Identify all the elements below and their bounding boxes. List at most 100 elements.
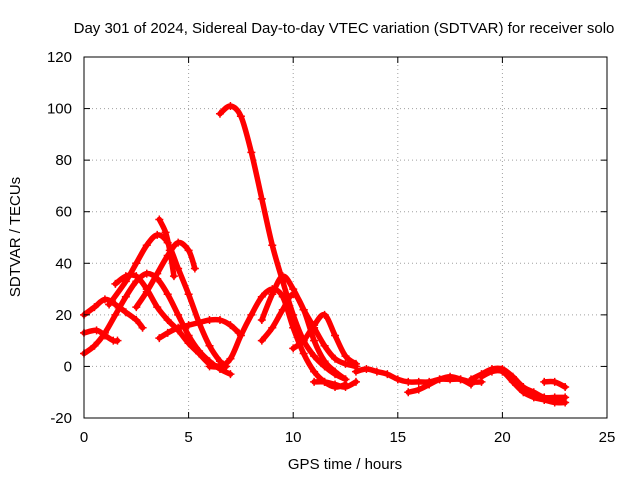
data-point (331, 367, 340, 376)
data-point (195, 349, 204, 358)
data-point (414, 377, 423, 386)
series-track-14 (310, 377, 360, 392)
data-point (153, 230, 162, 239)
data-point (184, 339, 193, 348)
data-point (278, 305, 287, 314)
data-point (508, 377, 517, 386)
data-point (529, 393, 538, 402)
data-point (331, 331, 340, 340)
series-track-12 (257, 290, 350, 384)
data-point (404, 377, 413, 386)
y-tick-label: 40 (55, 255, 72, 272)
data-point (393, 375, 402, 384)
data-point (121, 292, 130, 301)
data-point (320, 310, 329, 319)
data-point (289, 344, 298, 353)
data-point (519, 388, 528, 397)
data-point (100, 295, 109, 304)
x-axis-label: GPS time / hours (288, 456, 402, 473)
data-point (446, 372, 455, 381)
data-point (90, 303, 99, 312)
series-track-18 (477, 367, 570, 407)
data-point (257, 316, 266, 325)
data-point (215, 109, 224, 118)
data-point (425, 380, 434, 389)
data-point (205, 341, 214, 350)
data-point (226, 101, 235, 110)
data-series (80, 101, 570, 407)
data-point (132, 303, 141, 312)
data-point (247, 310, 256, 319)
data-point (155, 215, 164, 224)
data-point (467, 375, 476, 384)
data-point (236, 112, 245, 121)
data-point (153, 303, 162, 312)
y-tick-label: 60 (55, 204, 72, 221)
x-tick-label: 10 (285, 429, 302, 446)
data-point (299, 305, 308, 314)
data-point (561, 398, 570, 407)
x-tick-label: 20 (494, 429, 511, 446)
data-point (257, 336, 266, 345)
data-point (404, 388, 413, 397)
data-point (138, 323, 147, 332)
data-point (205, 362, 214, 371)
data-point (215, 362, 224, 371)
data-point (550, 398, 559, 407)
y-tick-label: 20 (55, 307, 72, 324)
data-point (174, 238, 183, 247)
grid (84, 57, 607, 418)
data-point (121, 272, 130, 281)
data-point (278, 272, 287, 281)
data-point (205, 316, 214, 325)
data-point (257, 194, 266, 203)
data-point (113, 336, 122, 345)
data-point (121, 308, 130, 317)
data-point (132, 259, 141, 268)
data-point (289, 290, 298, 299)
data-point (155, 334, 164, 343)
data-point (351, 359, 360, 368)
y-tick-label: 100 (47, 101, 72, 118)
data-point (331, 354, 340, 363)
series-track-13 (289, 310, 360, 368)
y-axis-label: SDTVAR / TECUs (7, 177, 24, 297)
data-point (100, 328, 109, 337)
data-point (320, 377, 329, 386)
data-point (226, 370, 235, 379)
data-point (247, 148, 256, 157)
series-track-16 (404, 372, 476, 397)
data-point (92, 326, 101, 335)
x-tick-label: 0 (80, 429, 88, 446)
data-point (163, 328, 172, 337)
data-point (498, 367, 507, 376)
data-point (435, 375, 444, 384)
x-tick-label: 5 (184, 429, 192, 446)
series-track-6 (132, 238, 199, 312)
data-point (310, 321, 319, 330)
data-point (561, 383, 570, 392)
series-track-19 (540, 377, 570, 392)
data-point (184, 321, 193, 330)
data-point (174, 310, 183, 319)
x-tick-label: 25 (599, 429, 616, 446)
data-point (142, 241, 151, 250)
data-point (456, 375, 465, 384)
data-point (161, 228, 170, 237)
data-point (226, 354, 235, 363)
data-point (351, 377, 360, 386)
data-point (195, 318, 204, 327)
series-track-8 (155, 316, 243, 343)
data-point (372, 367, 381, 376)
data-point (184, 290, 193, 299)
data-point (487, 367, 496, 376)
data-point (341, 359, 350, 368)
data-point (163, 316, 172, 325)
data-point (310, 377, 319, 386)
data-point (540, 377, 549, 386)
series-track-7 (155, 215, 178, 281)
data-point (226, 321, 235, 330)
data-point (142, 287, 151, 296)
y-tick-label: 0 (64, 358, 72, 375)
